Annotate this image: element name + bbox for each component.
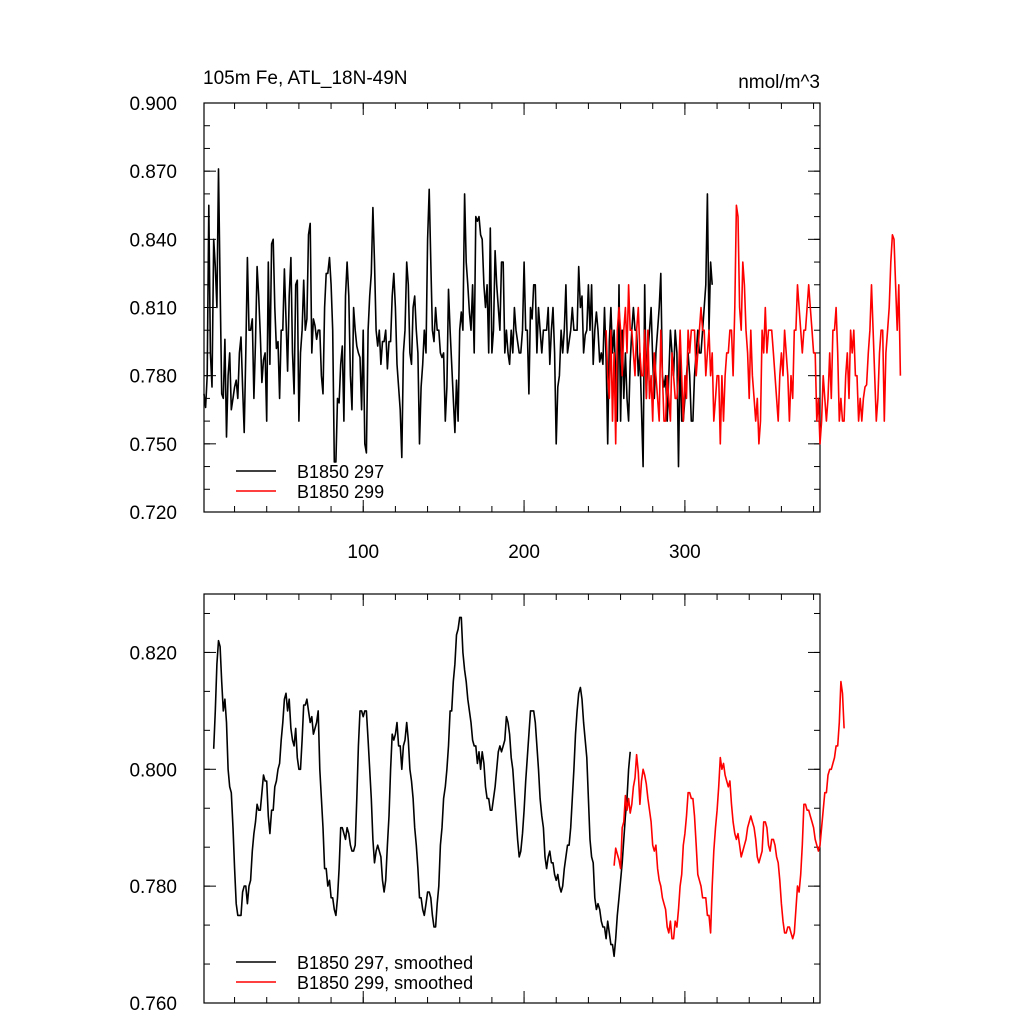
plot-frame bbox=[203, 593, 821, 1004]
units-label: nmol/m^3 bbox=[738, 72, 820, 93]
y-tick-label: 0.760 bbox=[129, 994, 177, 1015]
x-tick-label: 200 bbox=[508, 542, 540, 563]
x-tick-label: 100 bbox=[347, 542, 379, 563]
y-tick-label: 0.720 bbox=[129, 503, 177, 524]
top-panel: 105m Fe, ATL_18N-49N nmol/m^3 0.720 0.750… bbox=[129, 68, 902, 563]
series-line-b1850-299-smoothed bbox=[613, 680, 845, 940]
y-tick-label: 0.840 bbox=[129, 230, 177, 251]
legend-label: B1850 299, smoothed bbox=[297, 973, 473, 993]
y-tick-label: 0.900 bbox=[129, 94, 177, 115]
series-line-b1850-297-smoothed bbox=[212, 616, 631, 958]
series-line-b1850-299 bbox=[605, 204, 902, 445]
y-tick-label: 0.780 bbox=[129, 877, 177, 898]
legend-label: B1850 297 bbox=[297, 462, 384, 482]
y-tick-label: 0.800 bbox=[129, 760, 177, 781]
bottom-panel: 0.760 0.780 0.800 0.820 B1850 297, smoothedB… bbox=[129, 593, 845, 1015]
y-tick-label: 0.870 bbox=[129, 162, 177, 183]
legend-label: B1850 297, smoothed bbox=[297, 953, 473, 973]
y-tick-label: 0.750 bbox=[129, 435, 177, 456]
x-tick-label: 300 bbox=[669, 542, 701, 563]
y-tick-label: 0.780 bbox=[129, 367, 177, 388]
plot-frame bbox=[203, 102, 821, 513]
legend-label: B1850 299 bbox=[297, 482, 384, 502]
y-tick-label: 0.810 bbox=[129, 299, 177, 320]
chart-title: 105m Fe, ATL_18N-49N bbox=[203, 68, 408, 89]
series-line-b1850-297 bbox=[203, 168, 713, 468]
y-tick-label: 0.820 bbox=[129, 643, 177, 664]
